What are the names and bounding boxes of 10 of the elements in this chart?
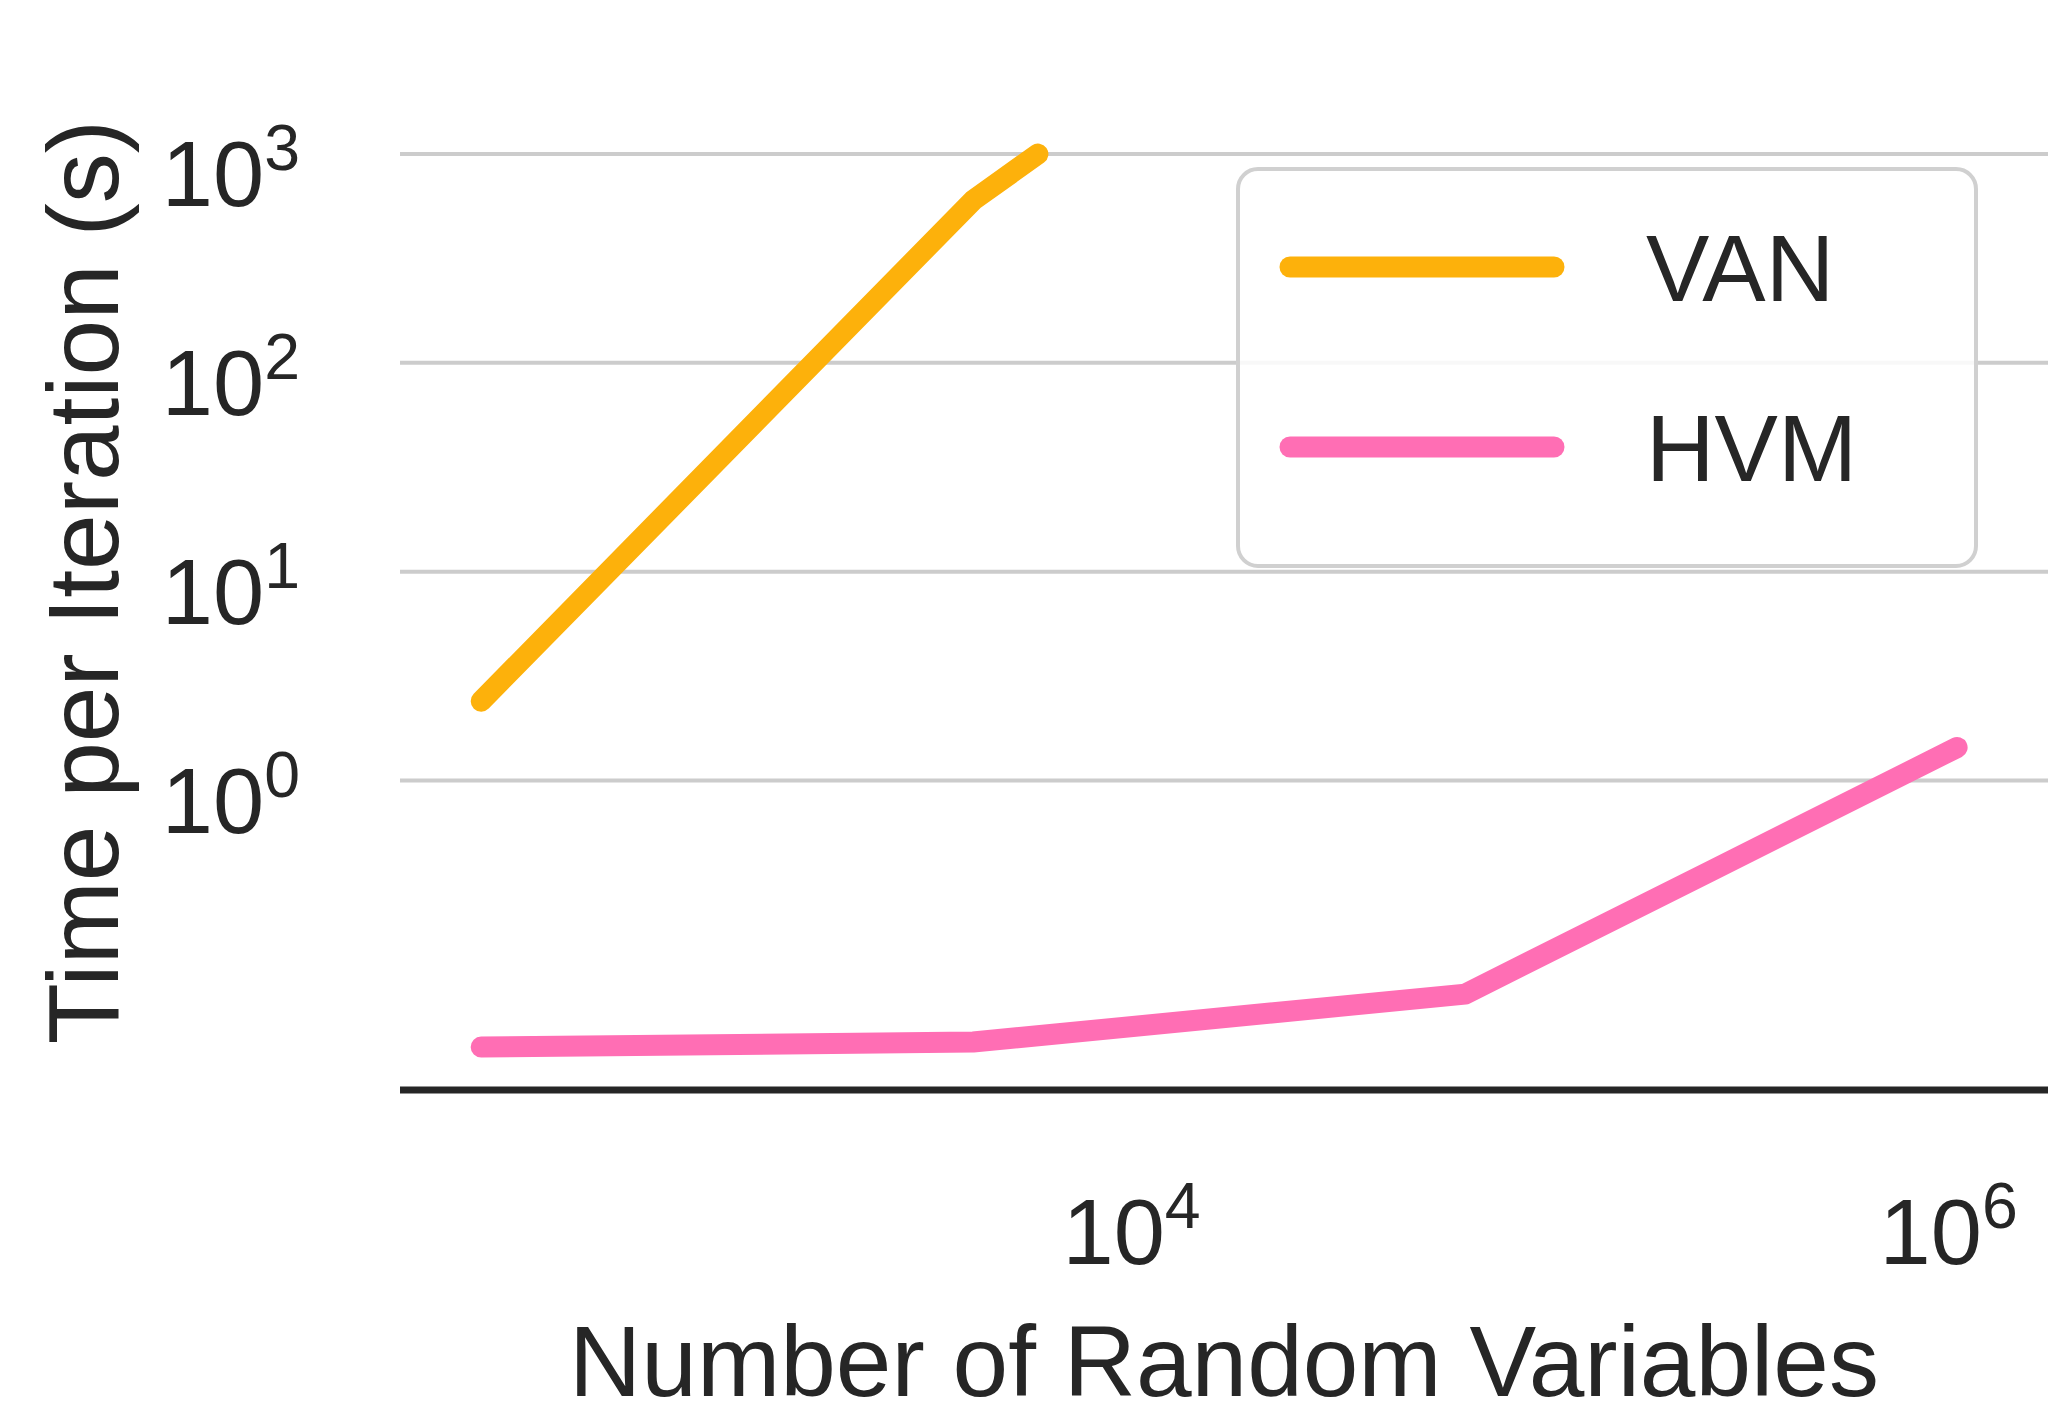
x-axis-title: Number of Random Variables xyxy=(569,1305,1879,1406)
y-axis-title: Time per Iteration (s) xyxy=(27,119,139,1045)
y-tick-label: 10$^{3}$ xyxy=(161,112,300,225)
legend-label: VAN xyxy=(1646,215,1835,321)
x-tick-label: 10$^{6}$ xyxy=(1879,1170,2018,1283)
x-tick-label: 10$^{4}$ xyxy=(1062,1170,1201,1283)
legend-label: HVM xyxy=(1646,395,1858,501)
y-tick-label: 10$^{1}$ xyxy=(161,529,300,643)
y-tick-label: 10$^{2}$ xyxy=(161,320,300,434)
y-tick-label: 10$^{0}$ xyxy=(161,738,300,852)
